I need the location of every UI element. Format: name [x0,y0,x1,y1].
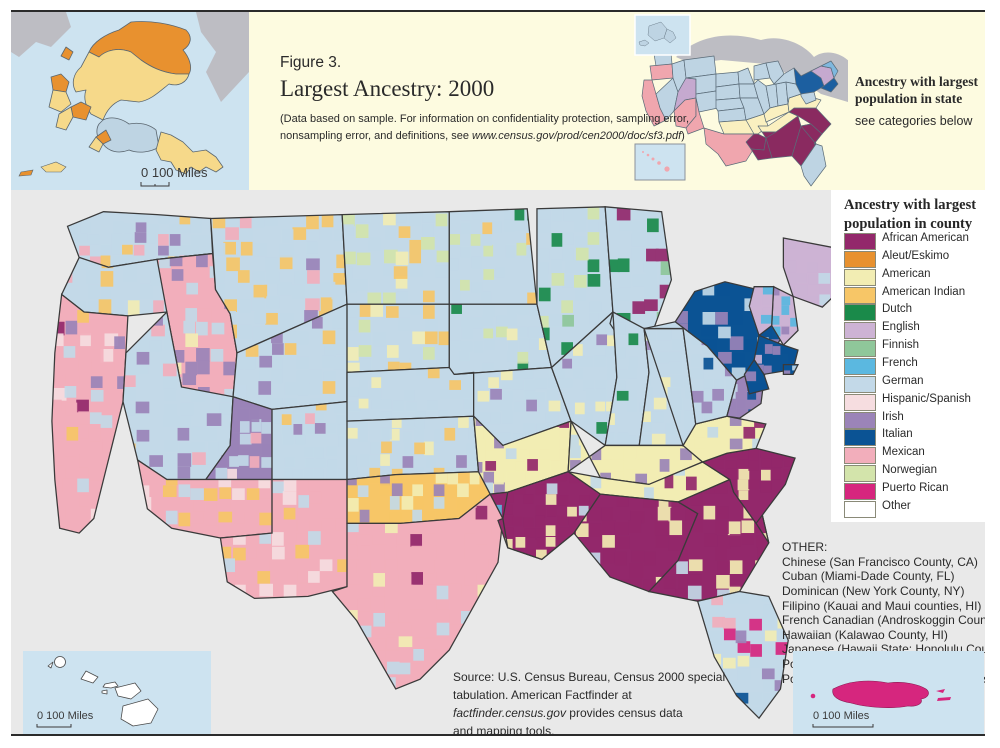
svg-text:0 100 Miles: 0 100 Miles [141,165,208,180]
svg-text:0 100 Miles: 0 100 Miles [813,710,870,722]
svg-text:0 100 Miles: 0 100 Miles [37,710,94,722]
